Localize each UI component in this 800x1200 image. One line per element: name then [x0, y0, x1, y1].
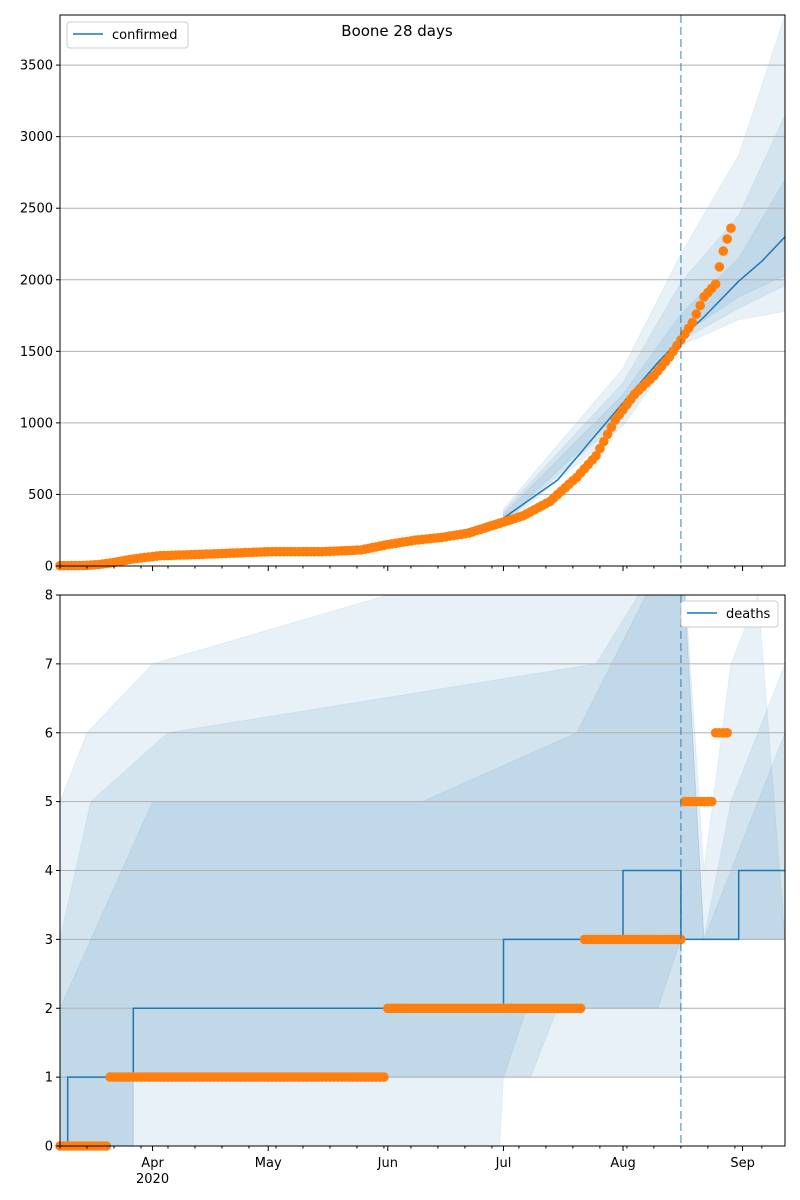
observed-point: [575, 1003, 586, 1014]
observed-point: [726, 223, 736, 233]
figure-title: Boone 28 days: [341, 22, 453, 40]
confirmed-y-axis: 0 500 1000 1500 2000 2500 3000 3500: [20, 59, 60, 575]
y-tick-label: 500: [28, 488, 53, 503]
confirmed-x-axis: [59, 566, 763, 571]
y-tick-label: 7: [45, 657, 53, 672]
deaths-legend-label: deaths: [726, 607, 771, 622]
observed-point: [706, 796, 717, 807]
observed-point: [676, 934, 686, 945]
y-tick-label: 1000: [20, 416, 53, 431]
y-tick-label: 1: [45, 1071, 53, 1086]
observed-point: [591, 451, 601, 461]
y-tick-label: 1500: [20, 345, 53, 360]
observed-point: [714, 262, 725, 272]
observed-point: [691, 309, 702, 319]
y-tick-label: 3: [45, 933, 53, 948]
observed-point: [379, 1072, 389, 1082]
deaths-legend: deaths: [680, 600, 779, 628]
observed-point: [695, 300, 705, 311]
confirmed-legend-box: [66, 21, 189, 49]
deaths-model-line: [60, 869, 785, 1146]
x-tick-label: Aug: [610, 1156, 635, 1171]
observed-point: [718, 246, 729, 256]
confirmed-legend-label: confirmed: [112, 28, 178, 43]
confirmed-axes-frame: [59, 14, 786, 567]
deaths-legend-box: [680, 600, 779, 628]
observed-point: [722, 728, 732, 738]
y-tick-label: 5: [45, 795, 53, 810]
y-tick-label: 4: [45, 864, 53, 879]
observed-point: [599, 436, 609, 447]
y-tick-label: 3000: [20, 130, 53, 145]
confirmed-legend: confirmed: [66, 21, 189, 49]
x-tick-label: Jul: [495, 1156, 512, 1171]
x-tick-label: Jun: [377, 1156, 398, 1171]
y-tick-label: 0: [45, 1140, 53, 1155]
observed-point: [595, 443, 605, 454]
observed-point: [722, 234, 732, 244]
y-tick-label: 3500: [20, 59, 53, 74]
confirmed-gridlines: [60, 64, 785, 495]
x-tick-sublabel: 2020: [136, 1172, 169, 1187]
confirmed-panel: 0 500 1000 1500 2000 2500 3000 3500 Boone 28 da…: [20, 14, 786, 575]
y-tick-label: 2500: [20, 202, 53, 217]
observed-point: [710, 279, 721, 289]
x-tick-label: May: [255, 1156, 282, 1171]
x-tick-label: Sep: [730, 1156, 755, 1171]
y-tick-label: 6: [45, 726, 53, 741]
observed-point: [687, 317, 698, 328]
observed-point: [602, 429, 613, 440]
observed-point: [606, 422, 617, 433]
deaths-observed-points: [55, 728, 732, 1151]
x-tick-label: Apr: [141, 1156, 164, 1171]
deaths-y-axis: 0 1 2 3 4 5 6 7 8: [45, 589, 60, 1155]
y-tick-label: 0: [45, 560, 53, 575]
y-tick-label: 2: [45, 1002, 53, 1017]
confirmed-observed-points: [55, 223, 736, 571]
y-tick-label: 8: [45, 589, 53, 604]
y-tick-label: 2000: [20, 273, 53, 288]
